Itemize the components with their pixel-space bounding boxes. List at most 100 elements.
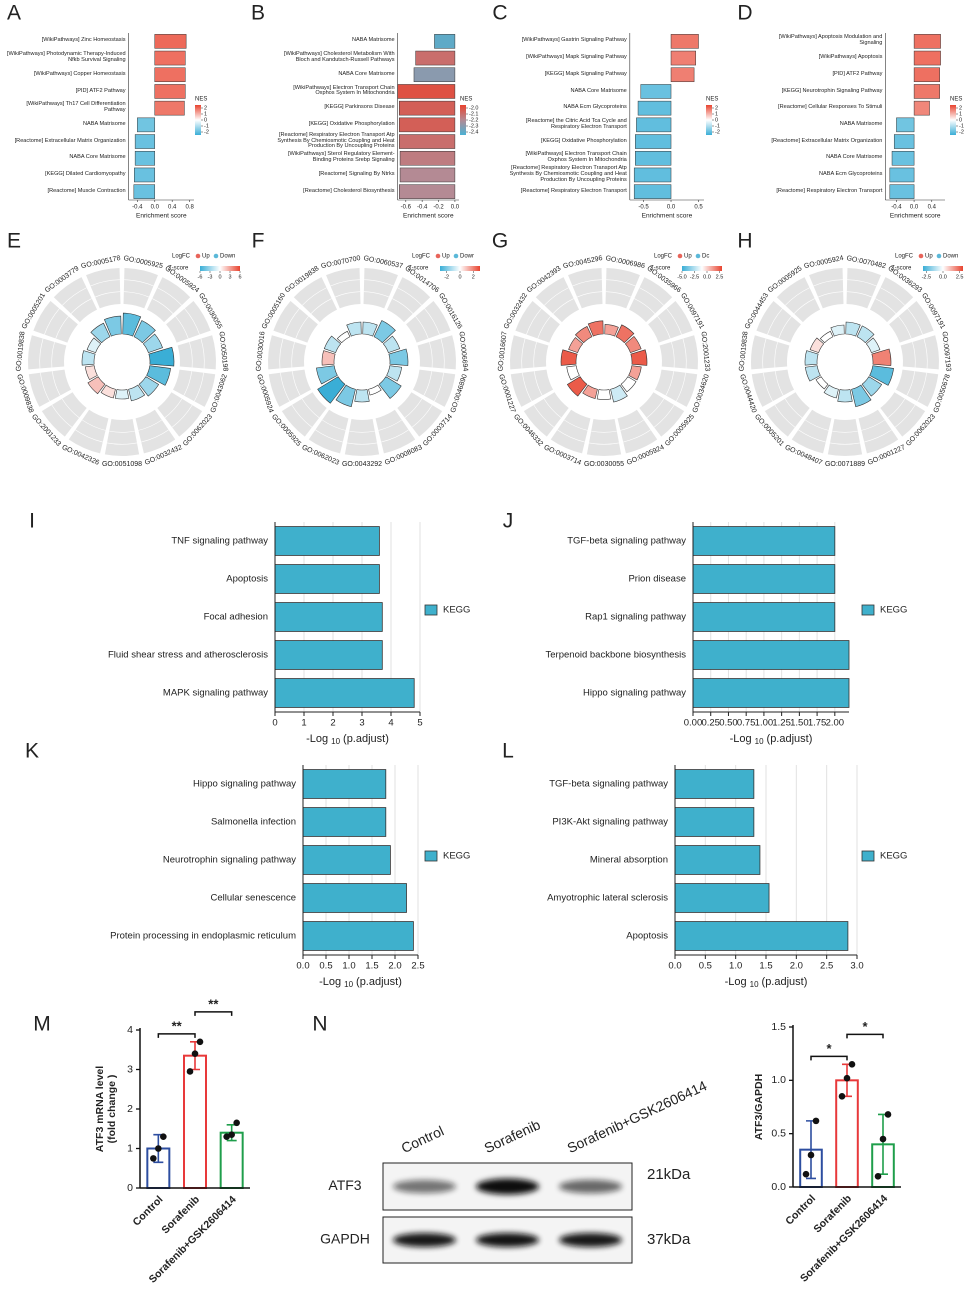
y-tick-label: Salmonella infection	[211, 817, 296, 828]
track	[86, 268, 121, 309]
track	[756, 300, 801, 343]
colorbar	[195, 105, 201, 135]
y-tick-label: TNF signaling pathway	[171, 536, 268, 547]
term-label: GO:0043292	[342, 461, 382, 468]
track-line	[775, 371, 784, 396]
track	[386, 277, 431, 323]
data-point	[150, 1155, 157, 1162]
data-point	[802, 1170, 810, 1178]
x-tick-label: 1.00	[755, 718, 774, 729]
track-line	[576, 291, 603, 298]
x-axis-label-sub: 10	[331, 737, 340, 746]
x-axis-label: -Log 10 (p.adjust)	[730, 733, 813, 746]
size-label: 21kDa	[647, 1166, 691, 1183]
colorbar-tick-label: 2.5	[716, 274, 724, 280]
track-line	[141, 429, 169, 443]
legend-title: NES	[195, 97, 207, 103]
colorbar-tick-label: -2	[444, 274, 449, 280]
track-line	[52, 371, 61, 396]
x-tick-label: 1	[301, 718, 306, 729]
x-tick-label: 1.5	[759, 961, 772, 972]
data-point	[223, 1133, 230, 1140]
track	[123, 268, 158, 309]
colorbar-tick-label: 2	[204, 105, 207, 111]
y-tick-label: [PID] ATF2 Pathway	[832, 70, 883, 77]
y-tick-label: Apoptosis	[226, 574, 268, 585]
y-tick-label: Focal adhesion	[204, 612, 268, 623]
x-axis-label-sub: 10	[344, 980, 353, 989]
data-point	[884, 1111, 892, 1118]
data-point	[160, 1133, 167, 1140]
blot-band	[475, 1233, 540, 1247]
track-line	[364, 279, 394, 287]
track-line	[917, 372, 927, 402]
bar	[692, 678, 850, 708]
bar	[670, 50, 697, 66]
wedge	[148, 346, 175, 367]
track	[776, 277, 821, 323]
bar	[692, 602, 836, 632]
legend-marker	[213, 253, 219, 259]
legend-marker	[424, 850, 438, 862]
colorbar	[460, 105, 466, 135]
wedge	[628, 365, 642, 381]
y-tick-label: [Reactome] Cellular Responses To Stimuli	[778, 104, 883, 111]
legend-title: NES	[706, 97, 718, 103]
wedge	[610, 384, 628, 403]
track	[308, 409, 349, 454]
significance-label: **	[208, 996, 219, 1011]
significance-bracket	[194, 1011, 233, 1016]
wedge	[620, 376, 637, 393]
track-line	[189, 341, 193, 368]
colorbar-tick-label: 1	[204, 111, 207, 117]
y-tick-label: Rap1 signaling pathway	[585, 612, 686, 623]
track-line	[676, 372, 686, 402]
track-line	[415, 316, 429, 339]
y-tick-label: NABA Ecm Glycoproteins	[818, 171, 883, 177]
x-tick-label: 3	[359, 718, 364, 729]
colorbar-tick-label: 2	[959, 105, 962, 111]
x-axis-label: -Log 10 (p.adjust)	[725, 976, 808, 989]
track	[41, 392, 87, 437]
track	[510, 369, 554, 407]
wedge	[861, 376, 883, 397]
y-tick-label: NABA Matrisome	[83, 120, 126, 127]
track-line	[682, 338, 687, 369]
x-tick-label: 0.0	[667, 205, 676, 211]
wedge	[386, 365, 402, 382]
bar	[913, 50, 941, 66]
data-point	[812, 1117, 820, 1125]
track	[417, 335, 457, 370]
bar	[637, 100, 672, 116]
colorbar	[682, 266, 722, 271]
bar	[154, 67, 186, 83]
track-line	[588, 442, 620, 445]
track-line	[434, 372, 444, 402]
colorbar-tick-label: 0.0	[939, 274, 947, 280]
term-label: GO:2001233	[699, 331, 710, 372]
bar	[692, 640, 850, 670]
track-line	[623, 429, 651, 443]
colorbar	[923, 266, 963, 271]
bar	[302, 807, 387, 837]
wedge	[323, 335, 342, 354]
wedge	[90, 322, 111, 344]
y-axis-label: ATF3/GAPDH	[753, 1074, 765, 1140]
x-tick-label: 2.0	[790, 961, 803, 972]
track	[648, 300, 693, 343]
panel-label: C	[492, 2, 507, 25]
blot-band	[392, 1179, 457, 1194]
term-label: GO:0019838	[15, 331, 26, 372]
x-axis-label-part: (p.adjust)	[762, 976, 808, 988]
wedge	[317, 376, 346, 404]
bar	[274, 602, 383, 632]
bar	[913, 84, 940, 99]
y-tick-label: [WikiPathways] Sterol Regulatory Element…	[287, 151, 395, 164]
size-label: 37kDa	[647, 1231, 691, 1248]
track-line	[378, 419, 402, 431]
legend-marker	[861, 850, 875, 862]
y-tick-label: NABA Ecm Glycoproteins	[563, 104, 627, 111]
y-tick-label: NABA Matrisome	[352, 37, 395, 44]
x-tick-label: 3.0	[850, 961, 863, 972]
